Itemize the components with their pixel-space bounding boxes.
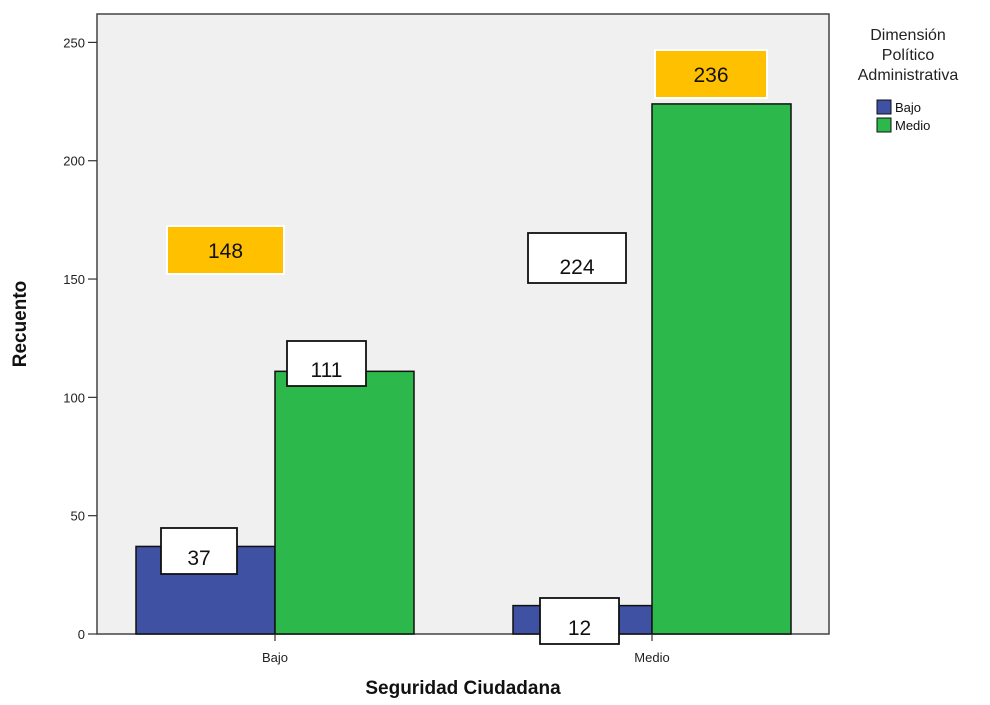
total-label-bajo: 148: [208, 240, 243, 263]
bar-label-medio-bajo: 12: [568, 617, 591, 640]
y-tick-label-100: 100: [63, 390, 85, 405]
y-axis: 0 50 100 150 200 250: [63, 35, 97, 642]
legend: Dimensión Político Administrativa Bajo M…: [858, 27, 959, 133]
total-label-medio: 236: [693, 64, 728, 87]
bar-label-bajo-bajo: 37: [187, 547, 210, 570]
bar-label-bajo-medio: 111: [311, 359, 343, 382]
y-tick-label-50: 50: [71, 509, 85, 524]
legend-title-line-2: Político: [882, 47, 935, 64]
bar-label-box-medio-medio: [527, 232, 627, 284]
x-tick-label-bajo: Bajo: [262, 650, 288, 665]
annotations: 37 111 12 224 148 236: [160, 49, 768, 645]
legend-swatch-medio: [876, 117, 892, 133]
y-tick-label-0: 0: [78, 627, 85, 642]
bar-medio-medio: [651, 103, 792, 635]
y-axis-title: Recuento: [10, 281, 31, 368]
y-tick-label-150: 150: [63, 272, 85, 287]
legend-label-medio: Medio: [895, 118, 930, 133]
bar-label-box-medio-bajo: [539, 597, 620, 645]
y-tick-label-200: 200: [63, 154, 85, 169]
legend-label-bajo: Bajo: [895, 100, 921, 115]
x-axis-title: Seguridad Ciudadana: [365, 678, 561, 699]
legend-title-line-3: Administrativa: [858, 67, 959, 84]
bar-label-box-bajo-bajo: [160, 527, 238, 575]
bar-bajo-medio: [274, 370, 415, 635]
total-label-box-medio: [654, 49, 768, 99]
x-axis: Bajo Medio: [262, 634, 670, 665]
bar-label-medio-medio: 224: [559, 256, 594, 279]
y-tick-label-250: 250: [63, 35, 85, 50]
legend-title-line-1: Dimensión: [870, 27, 946, 44]
total-label-box-bajo: [166, 225, 285, 275]
bar-label-box-bajo-medio: [286, 340, 367, 387]
x-tick-label-medio: Medio: [634, 650, 669, 665]
legend-swatch-bajo: [876, 99, 892, 115]
